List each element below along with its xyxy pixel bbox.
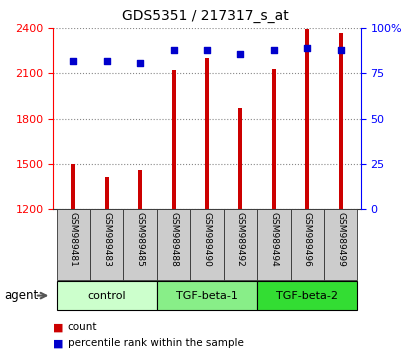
- Text: count: count: [67, 322, 97, 332]
- Bar: [271, 69, 275, 209]
- Point: [70, 58, 76, 64]
- Text: agent: agent: [4, 289, 38, 302]
- FancyBboxPatch shape: [123, 209, 157, 280]
- Bar: [105, 177, 108, 209]
- Text: GSM989490: GSM989490: [202, 212, 211, 267]
- Text: control: control: [87, 291, 126, 301]
- FancyBboxPatch shape: [90, 209, 123, 280]
- Text: GDS5351 / 217317_s_at: GDS5351 / 217317_s_at: [121, 9, 288, 23]
- Bar: [138, 170, 142, 209]
- Text: ■: ■: [53, 338, 64, 348]
- Text: GSM989499: GSM989499: [335, 212, 344, 267]
- Text: GSM989496: GSM989496: [302, 212, 311, 267]
- Bar: [338, 33, 342, 209]
- Point: [170, 47, 176, 53]
- Point: [237, 51, 243, 56]
- FancyBboxPatch shape: [157, 209, 190, 280]
- Bar: [305, 29, 308, 209]
- Text: ■: ■: [53, 322, 64, 332]
- FancyBboxPatch shape: [256, 281, 357, 310]
- Text: GSM989481: GSM989481: [69, 212, 78, 267]
- Bar: [204, 58, 209, 209]
- FancyBboxPatch shape: [56, 281, 157, 310]
- Text: GSM989492: GSM989492: [236, 212, 244, 267]
- Point: [137, 60, 143, 65]
- Text: GSM989494: GSM989494: [269, 212, 278, 267]
- FancyBboxPatch shape: [290, 209, 323, 280]
- Bar: [238, 108, 242, 209]
- Text: GSM989483: GSM989483: [102, 212, 111, 267]
- Point: [303, 45, 310, 51]
- Bar: [71, 164, 75, 209]
- Bar: [171, 70, 175, 209]
- Text: TGF-beta-1: TGF-beta-1: [176, 291, 237, 301]
- Point: [270, 47, 276, 53]
- FancyBboxPatch shape: [157, 281, 256, 310]
- FancyBboxPatch shape: [190, 209, 223, 280]
- Point: [103, 58, 110, 64]
- FancyBboxPatch shape: [223, 209, 256, 280]
- Point: [337, 47, 343, 53]
- Point: [203, 47, 210, 53]
- FancyBboxPatch shape: [56, 209, 90, 280]
- Text: TGF-beta-2: TGF-beta-2: [276, 291, 337, 301]
- FancyBboxPatch shape: [256, 209, 290, 280]
- Text: GSM989485: GSM989485: [135, 212, 144, 267]
- Text: GSM989488: GSM989488: [169, 212, 178, 267]
- FancyBboxPatch shape: [323, 209, 357, 280]
- Text: percentile rank within the sample: percentile rank within the sample: [67, 338, 243, 348]
